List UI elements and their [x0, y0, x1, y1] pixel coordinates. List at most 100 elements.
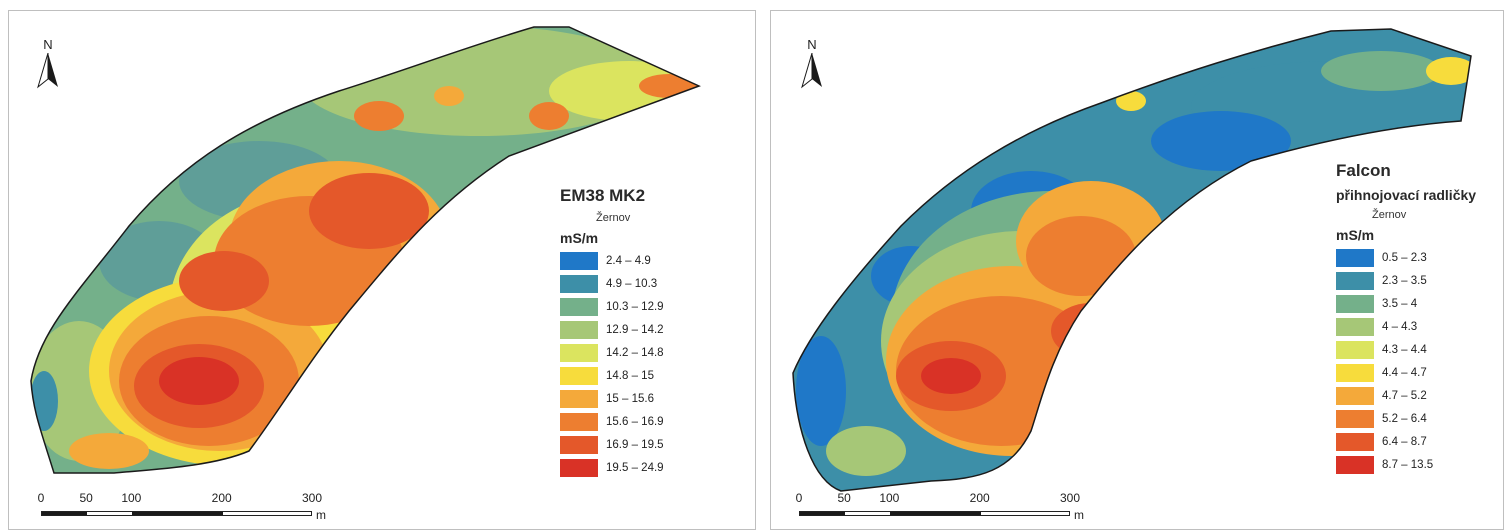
legend-swatch: [1336, 363, 1374, 382]
legend-item: 6.4 – 8.7: [1336, 430, 1476, 453]
north-arrow: N: [33, 37, 63, 89]
map-panel-em38: N EM38 MK2 Žernov mS/m 2.4 – 4.9 4.9 – 10…: [8, 10, 756, 530]
legend-title: EM38 MK2: [560, 186, 646, 205]
legend-location: Žernov: [596, 212, 631, 224]
legend-item: 0.5 – 2.3: [1336, 246, 1476, 269]
legend-item: 16.9 – 19.5: [560, 433, 664, 456]
legend-title: Falcon: [1336, 161, 1391, 180]
legend-swatch: [560, 251, 598, 270]
legend-label: 15 – 15.6: [606, 392, 654, 405]
legend-swatch: [1336, 455, 1374, 474]
legend-label: 4 – 4.3: [1382, 320, 1418, 333]
legend-subtitle: přihnojovací radličky: [1336, 187, 1477, 203]
north-arrow: N: [797, 37, 827, 89]
legend-label: 8.7 – 13.5: [1382, 458, 1434, 471]
scale-tick-label: 200: [211, 491, 232, 505]
scale-bar-segment: [890, 512, 981, 515]
legend-item: 4 – 4.3: [1336, 315, 1476, 338]
scale-tick-label: 0: [795, 491, 803, 505]
legend-label: 5.2 – 6.4: [1382, 412, 1427, 425]
legend-item: 14.8 – 15: [560, 364, 664, 387]
legend-item: 2.4 – 4.9: [560, 249, 664, 272]
scale-tick-label: 0: [37, 491, 45, 505]
scale-tick-label: 300: [1059, 491, 1081, 505]
field-raster: [31, 27, 699, 473]
legend-item: 8.7 – 13.5: [1336, 453, 1476, 476]
scale-tick-label: 300: [301, 491, 323, 505]
scale-bar: 0 50 100 200 300 m: [781, 491, 1091, 529]
legend-swatch: [1336, 271, 1374, 290]
legend-item: 14.2 – 14.8: [560, 341, 664, 364]
legend-label: 3.5 – 4: [1382, 297, 1418, 310]
legend: EM38 MK2 Žernov mS/m 2.4 – 4.9 4.9 – 10.3…: [560, 186, 664, 479]
legend-swatch: [560, 412, 598, 431]
legend-label: 2.3 – 3.5: [1382, 274, 1427, 287]
legend-label: 4.7 – 5.2: [1382, 389, 1427, 402]
legend-swatch: [560, 343, 598, 362]
legend-swatch: [560, 297, 598, 316]
legend-label: 12.9 – 14.2: [606, 323, 664, 336]
legend-swatch: [560, 274, 598, 293]
legend-label: 6.4 – 8.7: [1382, 435, 1427, 448]
legend-unit: mS/m: [1336, 227, 1375, 243]
legend-item: 2.3 – 3.5: [1336, 269, 1476, 292]
legend-unit: mS/m: [560, 230, 599, 246]
scale-unit: m: [1074, 508, 1084, 522]
legend-item: 12.9 – 14.2: [560, 318, 664, 341]
legend-item: 10.3 – 12.9: [560, 295, 664, 318]
legend-items: 0.5 – 2.3 2.3 – 3.5 3.5 – 4 4 – 4.3 4.3 – 4.…: [1336, 246, 1476, 476]
north-label: N: [807, 37, 817, 52]
legend-location: Žernov: [1372, 209, 1407, 221]
legend-label: 0.5 – 2.3: [1382, 251, 1427, 264]
legend-swatch: [560, 366, 598, 385]
legend-swatch: [1336, 409, 1374, 428]
legend-label: 10.3 – 12.9: [606, 300, 664, 313]
legend-items: 2.4 – 4.9 4.9 – 10.3 10.3 – 12.9 12.9 – 14.…: [560, 249, 664, 479]
legend-swatch: [560, 389, 598, 408]
scale-unit: m: [316, 508, 326, 522]
legend-swatch: [1336, 317, 1374, 336]
scale-tick-label: 100: [121, 491, 142, 505]
legend-label: 14.2 – 14.8: [606, 346, 664, 359]
legend-label: 4.9 – 10.3: [606, 277, 658, 290]
scale-tick-label: 200: [969, 491, 990, 505]
conductivity-map-em38: [30, 26, 701, 474]
conductivity-map-falcon: [792, 28, 1472, 492]
legend-swatch: [560, 435, 598, 454]
legend-item: 15.6 – 16.9: [560, 410, 664, 433]
legend-label: 4.3 – 4.4: [1382, 343, 1427, 356]
scale-tick-label: 50: [837, 491, 851, 505]
legend-swatch: [1336, 340, 1374, 359]
scale-tick-label: 100: [879, 491, 900, 505]
legend: Falcon přihnojovací radličky Žernov mS/m…: [1336, 161, 1476, 476]
legend-swatch: [1336, 294, 1374, 313]
map-panel-falcon: N Falcon přihnojovací radličky Žernov mS…: [770, 10, 1504, 530]
legend-label: 19.5 – 24.9: [606, 461, 664, 474]
legend-item: 19.5 – 24.9: [560, 456, 664, 479]
legend-label: 14.8 – 15: [606, 369, 654, 382]
legend-label: 4.4 – 4.7: [1382, 366, 1427, 379]
legend-swatch: [1336, 248, 1374, 267]
scale-bar-graphic: [41, 511, 312, 516]
scale-bar-segment: [42, 512, 88, 515]
legend-swatch: [560, 320, 598, 339]
north-arrow-icon: [37, 53, 58, 89]
field-boundary: [30, 26, 701, 474]
legend-swatch: [560, 458, 598, 477]
scale-bar-segment: [132, 512, 223, 515]
legend-label: 15.6 – 16.9: [606, 415, 664, 428]
scale-bar-segment: [800, 512, 846, 515]
legend-item: 5.2 – 6.4: [1336, 407, 1476, 430]
legend-item: 15 – 15.6: [560, 387, 664, 410]
scale-tick-label: 50: [79, 491, 93, 505]
legend-item: 4.7 – 5.2: [1336, 384, 1476, 407]
legend-item: 3.5 – 4: [1336, 292, 1476, 315]
field-boundary: [792, 28, 1472, 492]
north-arrow-icon: [801, 53, 822, 89]
legend-item: 4.9 – 10.3: [560, 272, 664, 295]
legend-label: 2.4 – 4.9: [606, 254, 651, 267]
legend-item: 4.3 – 4.4: [1336, 338, 1476, 361]
north-label: N: [43, 37, 53, 52]
legend-item: 4.4 – 4.7: [1336, 361, 1476, 384]
scale-bar: 0 50 100 200 300 m: [23, 491, 333, 529]
